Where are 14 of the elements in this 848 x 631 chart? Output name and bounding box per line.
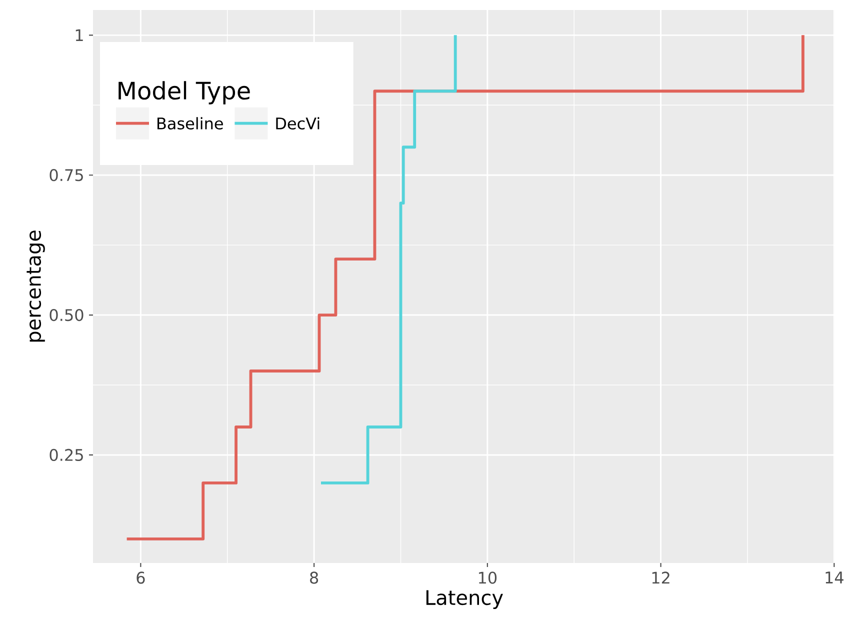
x-tick-label: 6 (136, 572, 145, 584)
x-axis-title: Latency (426, 590, 503, 609)
y-tick-label: 0.75 (50, 169, 83, 182)
x-tick-label: 10 (478, 572, 497, 584)
legend-title: Model Type (118, 81, 250, 104)
y-tick-label: 0.25 (50, 448, 83, 462)
y-axis-title: percentage (26, 230, 45, 342)
x-tick-label: 12 (652, 572, 670, 584)
legend-label: Baseline (158, 117, 223, 130)
x-tick-label: 14 (826, 572, 844, 584)
x-tick-label: 8 (310, 572, 318, 584)
y-tick-label: 0.50 (50, 308, 84, 322)
legend-label: DecVi (276, 117, 320, 130)
y-tick-label: 1 (76, 29, 83, 42)
